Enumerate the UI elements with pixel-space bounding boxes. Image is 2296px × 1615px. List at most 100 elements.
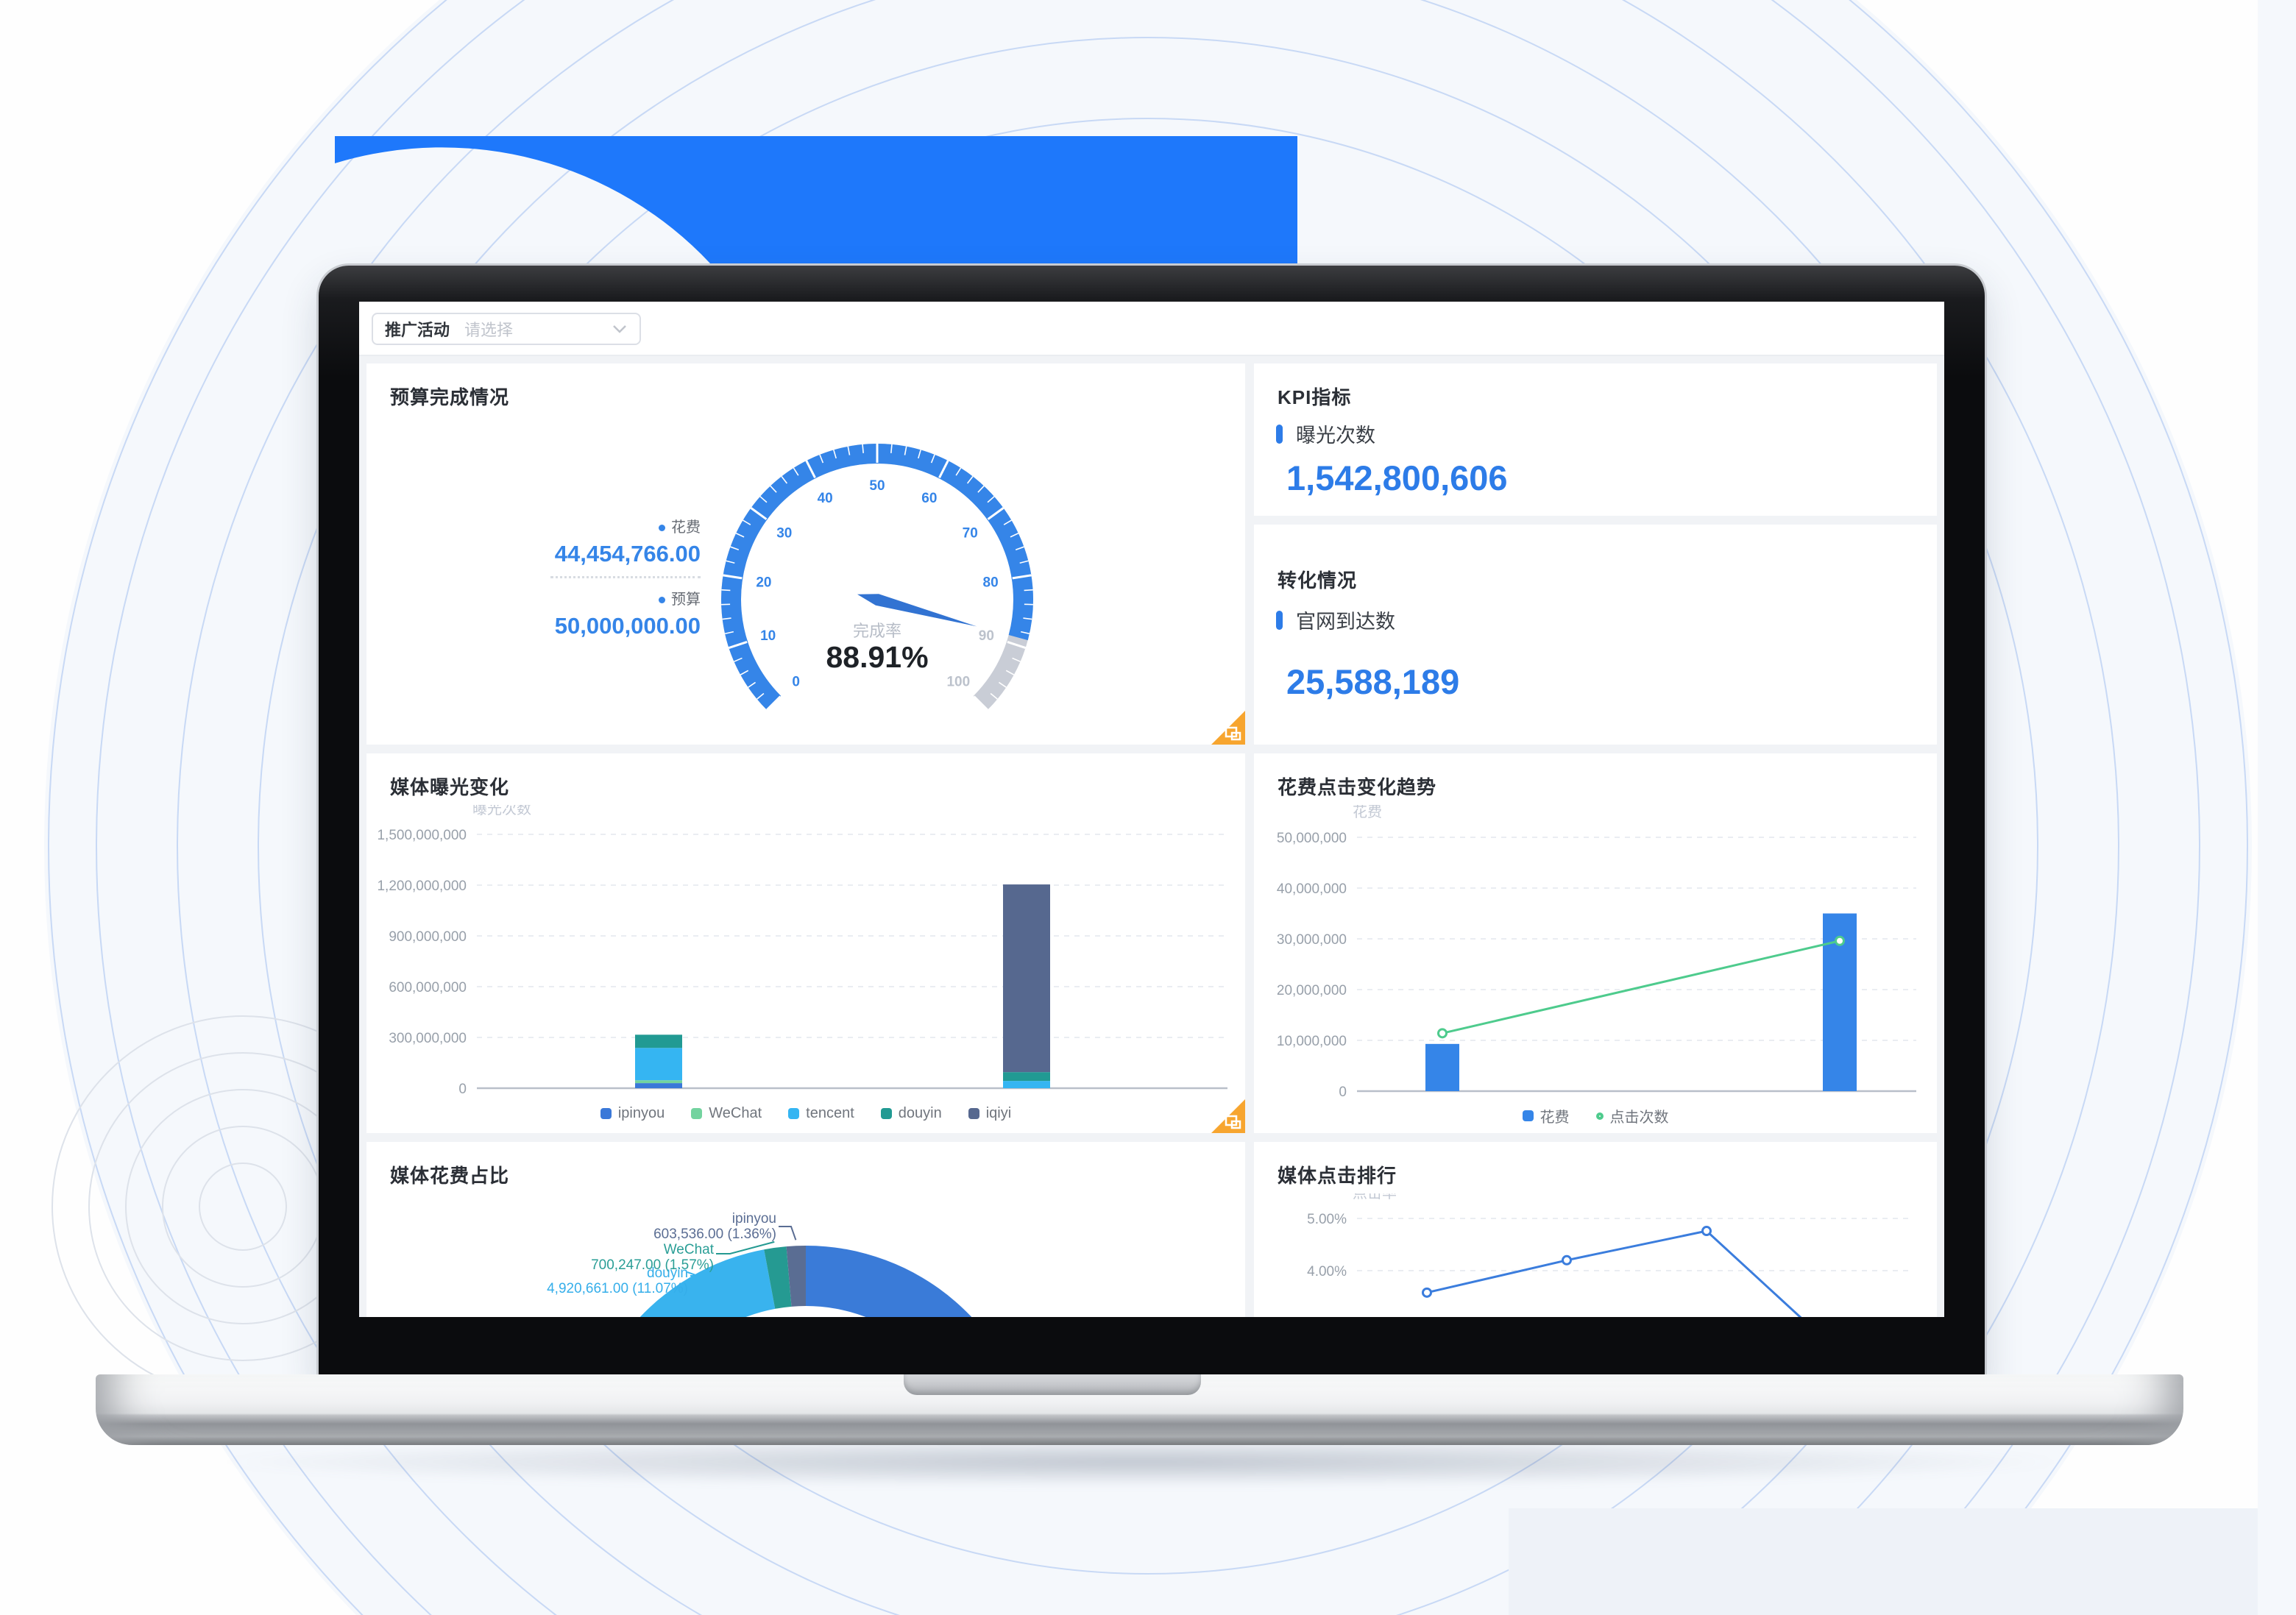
svg-text:0: 0 (458, 1082, 467, 1097)
kpi-card: KPI指标 曝光次数 1,542,800,606 (1254, 363, 1937, 516)
svg-text:10: 10 (760, 628, 776, 644)
legend-item[interactable]: WeChat (691, 1105, 762, 1122)
campaign-select[interactable]: 推广活动 请选择 (372, 313, 641, 345)
budget-stats: 花费 44,454,766.00 预算 50,000,000.00 (499, 515, 701, 648)
svg-text:4.00%: 4.00% (1307, 1264, 1347, 1279)
dashboard: 推广活动 请选择 预算完成情况 花费 44,454,766.00 预算 (359, 302, 1944, 1317)
svg-text:1,500,000,000: 1,500,000,000 (377, 828, 467, 843)
gauge-subtitle: 完成率 (852, 622, 901, 640)
svg-text:80: 80 (983, 575, 999, 591)
legend-item[interactable]: ipinyou (600, 1105, 665, 1122)
spend-click-chart: 50,000,000 40,000,000 30,000,000 20,000,000… (1277, 805, 1916, 1099)
media-share-chart (639, 1226, 972, 1317)
pie-label-douyin: douyin 4,920,661.00 (11.07%) (547, 1266, 688, 1296)
laptop-screen-bezel: 推广活动 请选择 预算完成情况 花费 44,454,766.00 预算 (316, 263, 1987, 1383)
divider (550, 576, 701, 578)
legend-marker-icon (1595, 1112, 1604, 1120)
svg-text:曝光次数: 曝光次数 (472, 805, 531, 817)
metric-bar-icon (1276, 424, 1283, 444)
budget-label: 预算 (671, 592, 701, 608)
conversion-card: 转化情况 官网到达数 25,588,189 (1254, 525, 1937, 745)
legend-item[interactable]: 点击次数 (1595, 1105, 1669, 1126)
legend-marker-icon (968, 1108, 979, 1119)
conversion-metric-row: 官网到达数 (1276, 606, 1395, 634)
legend-item[interactable]: tencent (788, 1105, 854, 1122)
svg-text:0: 0 (1339, 1085, 1347, 1099)
chevron-down-icon (613, 325, 626, 333)
spend-click-legend: 花费 点击次数 (1254, 1105, 1937, 1126)
svg-text:900,000,000: 900,000,000 (389, 929, 467, 945)
svg-text:花费: 花费 (1353, 805, 1382, 820)
legend-item[interactable]: douyin (880, 1105, 942, 1122)
card-title: 媒体花费占比 (390, 1165, 510, 1187)
svg-text:0: 0 (792, 674, 800, 689)
svg-text:600,000,000: 600,000,000 (389, 980, 467, 995)
svg-text:60: 60 (921, 491, 937, 506)
svg-text:20,000,000: 20,000,000 (1277, 983, 1347, 998)
card-title: 预算完成情况 (390, 386, 510, 408)
background-right-strip (2258, 0, 2296, 1615)
legend-item[interactable]: 花费 (1522, 1105, 1570, 1126)
pie-label-wechat: WeChat 700,247.00 (1.57%) (591, 1242, 714, 1273)
pie-label-ipinyou: ipinyou 603,536.00 (1.36%) (653, 1211, 776, 1242)
completion-gauge-chart: 0 10 20 30 40 50 60 70 80 90 100 (721, 444, 1033, 711)
svg-text:2020-20周: 2020-20周 (991, 1098, 1063, 1099)
budget-dot-icon (659, 597, 665, 603)
laptop-screen: 推广活动 请选择 预算完成情况 花费 44,454,766.00 预算 (359, 302, 1944, 1317)
media-exposure-chart: 1,500,000,000 1,200,000,000 900,000,000 600… (377, 805, 1227, 1099)
click-rank-card: 媒体点击排行 5.00% 4.00% 点击率 (1254, 1142, 1937, 1317)
svg-text:20: 20 (756, 575, 771, 591)
campaign-select-placeholder: 请选择 (464, 321, 514, 339)
svg-text:2020-19周: 2020-19周 (623, 1098, 695, 1099)
svg-text:100: 100 (946, 674, 970, 689)
click-rank-chart: 5.00% 4.00% 点击率 (1307, 1193, 1909, 1317)
media-exposure-legend: ipinyou WeChat tencent douyin iqiyi (366, 1105, 1245, 1122)
kpi-metric-row: 曝光次数 (1276, 419, 1375, 448)
legend-marker-icon (1522, 1110, 1534, 1121)
metric-bar-icon (1276, 610, 1283, 630)
spend-dot-icon (659, 525, 665, 531)
svg-text:5.00%: 5.00% (1307, 1212, 1347, 1227)
legend-marker-icon (788, 1108, 800, 1119)
legend-marker-icon (691, 1108, 703, 1119)
svg-text:70: 70 (963, 525, 978, 541)
spend-label: 花费 (671, 519, 701, 536)
svg-text:10,000,000: 10,000,000 (1277, 1034, 1347, 1049)
conversion-metric-value: 25,588,189 (1286, 662, 1460, 701)
kpi-metric-value: 1,542,800,606 (1286, 458, 1508, 497)
svg-text:30: 30 (776, 525, 792, 541)
watermark-logo-icon (1211, 711, 1245, 745)
svg-text:1,200,000,000: 1,200,000,000 (377, 879, 467, 894)
svg-text:50,000,000: 50,000,000 (1277, 831, 1347, 846)
legend-marker-icon (600, 1108, 612, 1119)
watermark-logo-icon (1211, 1099, 1245, 1133)
background-blue-banner (335, 136, 1297, 263)
svg-text:30,000,000: 30,000,000 (1277, 932, 1347, 948)
svg-text:40,000,000: 40,000,000 (1277, 881, 1347, 897)
svg-text:50: 50 (869, 478, 885, 494)
card-title: KPI指标 (1278, 386, 1352, 408)
legend-item[interactable]: iqiyi (968, 1105, 1011, 1122)
kpi-metric-label: 曝光次数 (1296, 425, 1375, 447)
svg-text:40: 40 (818, 491, 833, 506)
legend-marker-icon (880, 1108, 892, 1119)
dashboard-topbar: 推广活动 请选择 (359, 302, 1944, 356)
campaign-select-label: 推广活动 (385, 321, 450, 339)
card-title: 媒体点击排行 (1278, 1165, 1397, 1187)
conversion-metric-label: 官网到达数 (1296, 611, 1395, 633)
laptop-base-notch (904, 1374, 1201, 1395)
card-title: 媒体曝光变化 (390, 776, 510, 798)
budget-completion-card: 预算完成情况 花费 44,454,766.00 预算 50,000,000.00… (366, 363, 1245, 745)
card-title: 转化情况 (1278, 569, 1358, 592)
spend-click-card: 花费点击变化趋势 50,000,000 40,000,000 30,000,000 2… (1254, 753, 1937, 1133)
background-corner-rect (1509, 1508, 2296, 1615)
media-share-card: 媒体花费占比 ipinyou 603,536.00 (1.36%) WeChat 7… (366, 1142, 1245, 1317)
budget-value: 50,000,000.00 (554, 613, 701, 639)
laptop-base (96, 1374, 2183, 1445)
card-title: 花费点击变化趋势 (1278, 776, 1437, 798)
svg-text:点击率: 点击率 (1353, 1193, 1397, 1202)
svg-text:300,000,000: 300,000,000 (389, 1031, 467, 1046)
media-exposure-card: 媒体曝光变化 1,500,000,000 1,200,000,000 900,000… (366, 753, 1245, 1133)
spend-value: 44,454,766.00 (554, 541, 701, 567)
